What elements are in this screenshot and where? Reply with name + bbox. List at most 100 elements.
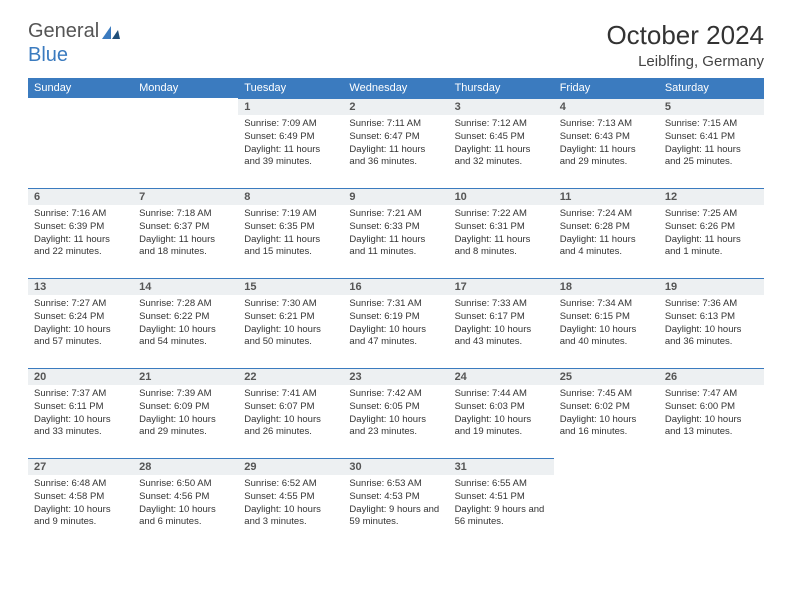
day-number: 7 bbox=[133, 188, 238, 205]
day-number: 11 bbox=[554, 188, 659, 205]
calendar-cell: 14Sunrise: 7:28 AMSunset: 6:22 PMDayligh… bbox=[133, 278, 238, 368]
day-details: Sunrise: 7:21 AMSunset: 6:33 PMDaylight:… bbox=[343, 205, 448, 262]
day-number: 21 bbox=[133, 368, 238, 385]
calendar-cell: 9Sunrise: 7:21 AMSunset: 6:33 PMDaylight… bbox=[343, 188, 448, 278]
calendar-cell: 18Sunrise: 7:34 AMSunset: 6:15 PMDayligh… bbox=[554, 278, 659, 368]
day-number: 15 bbox=[238, 278, 343, 295]
day-details: Sunrise: 6:55 AMSunset: 4:51 PMDaylight:… bbox=[449, 475, 554, 532]
day-number: 2 bbox=[343, 98, 448, 115]
day-details: Sunrise: 7:09 AMSunset: 6:49 PMDaylight:… bbox=[238, 115, 343, 172]
logo-text-1: General bbox=[28, 20, 99, 43]
day-number: 5 bbox=[659, 98, 764, 115]
day-details: Sunrise: 7:47 AMSunset: 6:00 PMDaylight:… bbox=[659, 385, 764, 442]
day-number: 14 bbox=[133, 278, 238, 295]
calendar-cell: 21Sunrise: 7:39 AMSunset: 6:09 PMDayligh… bbox=[133, 368, 238, 458]
day-number: 22 bbox=[238, 368, 343, 385]
day-number: 28 bbox=[133, 458, 238, 475]
day-details: Sunrise: 7:45 AMSunset: 6:02 PMDaylight:… bbox=[554, 385, 659, 442]
day-details: Sunrise: 7:34 AMSunset: 6:15 PMDaylight:… bbox=[554, 295, 659, 352]
calendar-week-row: 27Sunrise: 6:48 AMSunset: 4:58 PMDayligh… bbox=[28, 458, 764, 548]
day-header: Sunday bbox=[28, 78, 133, 98]
day-number: 31 bbox=[449, 458, 554, 475]
day-details: Sunrise: 7:16 AMSunset: 6:39 PMDaylight:… bbox=[28, 205, 133, 262]
calendar-cell: 12Sunrise: 7:25 AMSunset: 6:26 PMDayligh… bbox=[659, 188, 764, 278]
day-details: Sunrise: 7:25 AMSunset: 6:26 PMDaylight:… bbox=[659, 205, 764, 262]
calendar-cell: 31Sunrise: 6:55 AMSunset: 4:51 PMDayligh… bbox=[449, 458, 554, 548]
day-number: 17 bbox=[449, 278, 554, 295]
day-details: Sunrise: 7:22 AMSunset: 6:31 PMDaylight:… bbox=[449, 205, 554, 262]
calendar-cell: 3Sunrise: 7:12 AMSunset: 6:45 PMDaylight… bbox=[449, 98, 554, 188]
day-details: Sunrise: 7:41 AMSunset: 6:07 PMDaylight:… bbox=[238, 385, 343, 442]
day-number: 18 bbox=[554, 278, 659, 295]
day-details: Sunrise: 7:24 AMSunset: 6:28 PMDaylight:… bbox=[554, 205, 659, 262]
calendar-cell: 5Sunrise: 7:15 AMSunset: 6:41 PMDaylight… bbox=[659, 98, 764, 188]
day-number: 6 bbox=[28, 188, 133, 205]
calendar-cell: 23Sunrise: 7:42 AMSunset: 6:05 PMDayligh… bbox=[343, 368, 448, 458]
day-header: Monday bbox=[133, 78, 238, 98]
day-number: 3 bbox=[449, 98, 554, 115]
calendar-cell: 15Sunrise: 7:30 AMSunset: 6:21 PMDayligh… bbox=[238, 278, 343, 368]
calendar-cell: 6Sunrise: 7:16 AMSunset: 6:39 PMDaylight… bbox=[28, 188, 133, 278]
header: General October 2024 Leiblfing, Germany bbox=[28, 20, 764, 70]
calendar-cell: 26Sunrise: 7:47 AMSunset: 6:00 PMDayligh… bbox=[659, 368, 764, 458]
location: Leiblfing, Germany bbox=[606, 53, 764, 70]
calendar-header-row: SundayMondayTuesdayWednesdayThursdayFrid… bbox=[28, 78, 764, 98]
day-number: 9 bbox=[343, 188, 448, 205]
day-details: Sunrise: 7:39 AMSunset: 6:09 PMDaylight:… bbox=[133, 385, 238, 442]
day-details: Sunrise: 7:15 AMSunset: 6:41 PMDaylight:… bbox=[659, 115, 764, 172]
day-number: 26 bbox=[659, 368, 764, 385]
day-number: 24 bbox=[449, 368, 554, 385]
calendar-cell: 27Sunrise: 6:48 AMSunset: 4:58 PMDayligh… bbox=[28, 458, 133, 548]
calendar-week-row: 13Sunrise: 7:27 AMSunset: 6:24 PMDayligh… bbox=[28, 278, 764, 368]
calendar-cell: 2Sunrise: 7:11 AMSunset: 6:47 PMDaylight… bbox=[343, 98, 448, 188]
calendar-cell: 1Sunrise: 7:09 AMSunset: 6:49 PMDaylight… bbox=[238, 98, 343, 188]
logo-text-2: Blue bbox=[28, 44, 68, 67]
calendar-cell: 22Sunrise: 7:41 AMSunset: 6:07 PMDayligh… bbox=[238, 368, 343, 458]
calendar-week-row: 6Sunrise: 7:16 AMSunset: 6:39 PMDaylight… bbox=[28, 188, 764, 278]
day-header: Wednesday bbox=[343, 78, 448, 98]
day-number: 29 bbox=[238, 458, 343, 475]
day-details: Sunrise: 7:33 AMSunset: 6:17 PMDaylight:… bbox=[449, 295, 554, 352]
day-number: 1 bbox=[238, 98, 343, 115]
day-details: Sunrise: 7:12 AMSunset: 6:45 PMDaylight:… bbox=[449, 115, 554, 172]
calendar-cell: 20Sunrise: 7:37 AMSunset: 6:11 PMDayligh… bbox=[28, 368, 133, 458]
calendar-cell: 7Sunrise: 7:18 AMSunset: 6:37 PMDaylight… bbox=[133, 188, 238, 278]
day-number: 25 bbox=[554, 368, 659, 385]
day-details: Sunrise: 7:30 AMSunset: 6:21 PMDaylight:… bbox=[238, 295, 343, 352]
calendar-cell: 25Sunrise: 7:45 AMSunset: 6:02 PMDayligh… bbox=[554, 368, 659, 458]
day-number: 13 bbox=[28, 278, 133, 295]
calendar-cell: 10Sunrise: 7:22 AMSunset: 6:31 PMDayligh… bbox=[449, 188, 554, 278]
calendar-cell bbox=[554, 458, 659, 548]
logo-icon bbox=[101, 24, 121, 40]
day-number: 23 bbox=[343, 368, 448, 385]
day-details: Sunrise: 7:28 AMSunset: 6:22 PMDaylight:… bbox=[133, 295, 238, 352]
day-details: Sunrise: 7:27 AMSunset: 6:24 PMDaylight:… bbox=[28, 295, 133, 352]
day-details: Sunrise: 7:11 AMSunset: 6:47 PMDaylight:… bbox=[343, 115, 448, 172]
calendar-cell: 17Sunrise: 7:33 AMSunset: 6:17 PMDayligh… bbox=[449, 278, 554, 368]
calendar-cell bbox=[659, 458, 764, 548]
day-details: Sunrise: 7:42 AMSunset: 6:05 PMDaylight:… bbox=[343, 385, 448, 442]
day-number: 4 bbox=[554, 98, 659, 115]
day-number: 16 bbox=[343, 278, 448, 295]
title-block: October 2024 Leiblfing, Germany bbox=[606, 20, 764, 70]
day-details: Sunrise: 7:31 AMSunset: 6:19 PMDaylight:… bbox=[343, 295, 448, 352]
day-number: 19 bbox=[659, 278, 764, 295]
day-number: 10 bbox=[449, 188, 554, 205]
calendar-cell: 16Sunrise: 7:31 AMSunset: 6:19 PMDayligh… bbox=[343, 278, 448, 368]
calendar-cell: 30Sunrise: 6:53 AMSunset: 4:53 PMDayligh… bbox=[343, 458, 448, 548]
day-details: Sunrise: 7:44 AMSunset: 6:03 PMDaylight:… bbox=[449, 385, 554, 442]
day-details: Sunrise: 7:18 AMSunset: 6:37 PMDaylight:… bbox=[133, 205, 238, 262]
calendar-cell: 4Sunrise: 7:13 AMSunset: 6:43 PMDaylight… bbox=[554, 98, 659, 188]
day-number: 20 bbox=[28, 368, 133, 385]
calendar-cell bbox=[28, 98, 133, 188]
day-details: Sunrise: 6:52 AMSunset: 4:55 PMDaylight:… bbox=[238, 475, 343, 532]
calendar-cell: 28Sunrise: 6:50 AMSunset: 4:56 PMDayligh… bbox=[133, 458, 238, 548]
calendar-table: SundayMondayTuesdayWednesdayThursdayFrid… bbox=[28, 78, 764, 548]
day-number: 30 bbox=[343, 458, 448, 475]
calendar-cell: 29Sunrise: 6:52 AMSunset: 4:55 PMDayligh… bbox=[238, 458, 343, 548]
day-details: Sunrise: 6:48 AMSunset: 4:58 PMDaylight:… bbox=[28, 475, 133, 532]
calendar-cell: 11Sunrise: 7:24 AMSunset: 6:28 PMDayligh… bbox=[554, 188, 659, 278]
logo: General bbox=[28, 20, 123, 43]
day-header: Saturday bbox=[659, 78, 764, 98]
day-header: Friday bbox=[554, 78, 659, 98]
